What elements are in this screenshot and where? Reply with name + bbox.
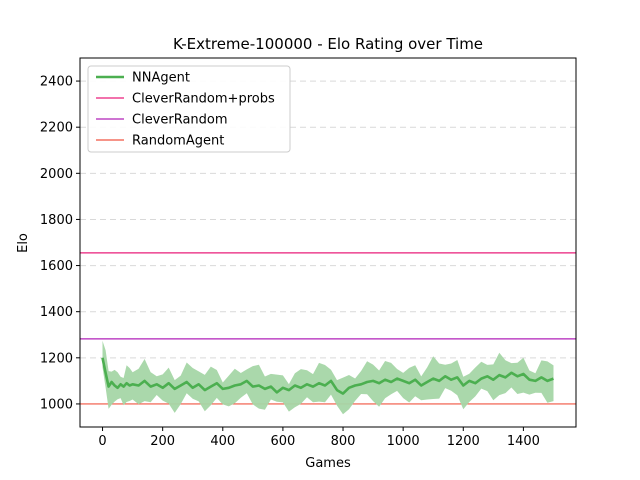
x-tick-label-200: 200 <box>150 434 175 449</box>
legend-label-randomagent: RandomAgent <box>132 134 224 149</box>
plot-area <box>80 252 576 415</box>
y-tick-label-1400: 1400 <box>40 305 73 320</box>
x-tick-label-0: 0 <box>98 434 106 449</box>
y-tick-label-1600: 1600 <box>40 259 73 274</box>
y-tick-label-1000: 1000 <box>40 397 73 412</box>
legend-label-nnagent: NNAgent <box>132 71 190 86</box>
y-tick-label-1200: 1200 <box>40 351 73 366</box>
nnagent-confidence-band <box>102 340 554 415</box>
legend-label-cleverrandom: CleverRandom <box>132 113 228 128</box>
x-axis: 0 200 400 600 800 1000 1200 1400 <box>98 427 540 449</box>
x-tick-label-400: 400 <box>210 434 235 449</box>
series-line-nnagent <box>101 357 554 395</box>
x-tick-label-1400: 1400 <box>507 434 540 449</box>
legend-box <box>87 65 291 153</box>
axes-frame <box>79 57 577 428</box>
x-tick-label-1200: 1200 <box>447 434 480 449</box>
legend: NNAgent CleverRandom+probs CleverRandom Ran… <box>87 65 291 153</box>
x-tick-label-600: 600 <box>270 434 295 449</box>
y-tick-label-2200: 2200 <box>40 121 73 136</box>
x-axis-title: Games <box>305 456 351 471</box>
x-tick-label-1000: 1000 <box>387 434 420 449</box>
y-axis: 1000 1200 1400 1600 1800 2000 2200 2400 <box>40 75 80 412</box>
chart-title: K-Extreme-100000 - Elo Rating over Time <box>173 35 483 53</box>
y-axis-title: Elo <box>16 233 31 253</box>
y-tick-label-2000: 2000 <box>40 167 73 182</box>
y-tick-label-2400: 2400 <box>40 75 73 90</box>
x-tick-label-800: 800 <box>331 434 356 449</box>
y-tick-label-1800: 1800 <box>40 213 73 228</box>
legend-label-cleverrandom-probs: CleverRandom+probs <box>132 92 275 107</box>
